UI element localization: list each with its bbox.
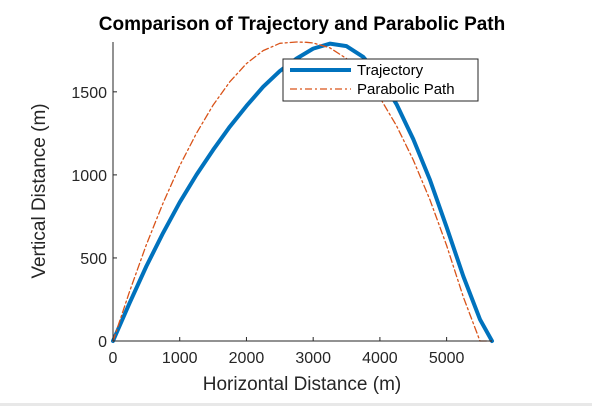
legend-label-parabolic-path: Parabolic Path (357, 81, 455, 98)
series-line-trajectory (111, 41, 494, 343)
axes (112, 42, 492, 342)
y-axis-label: Vertical Distance (m) (29, 103, 50, 278)
x-tick-label: 4000 (362, 350, 398, 367)
y-tick-label: 1500 (71, 85, 107, 102)
x-tick-label: 0 (109, 350, 118, 367)
x-axis-label: Horizontal Distance (m) (203, 374, 402, 395)
legend-label-trajectory: Trajectory (357, 62, 424, 79)
plot-area (111, 41, 494, 343)
tick-labels: 0 1000 2000 3000 4000 5000 0 500 1000 1500 (71, 85, 464, 367)
x-tick-label: 2000 (229, 350, 265, 367)
figure-border (0, 403, 592, 406)
y-tick-label: 500 (80, 251, 107, 268)
x-tick-label: 1000 (162, 350, 198, 367)
chart-title: Comparison of Trajectory and Parabolic P… (99, 14, 506, 35)
y-tick-label: 1000 (71, 168, 107, 185)
x-tick-label: 3000 (295, 350, 331, 367)
y-tick-label: 0 (98, 334, 107, 351)
x-tick-label: 5000 (429, 350, 465, 367)
series-line-parabolic-path (112, 41, 493, 342)
legend-box (282, 58, 479, 102)
legend: Trajectory Parabolic Path (282, 58, 479, 102)
